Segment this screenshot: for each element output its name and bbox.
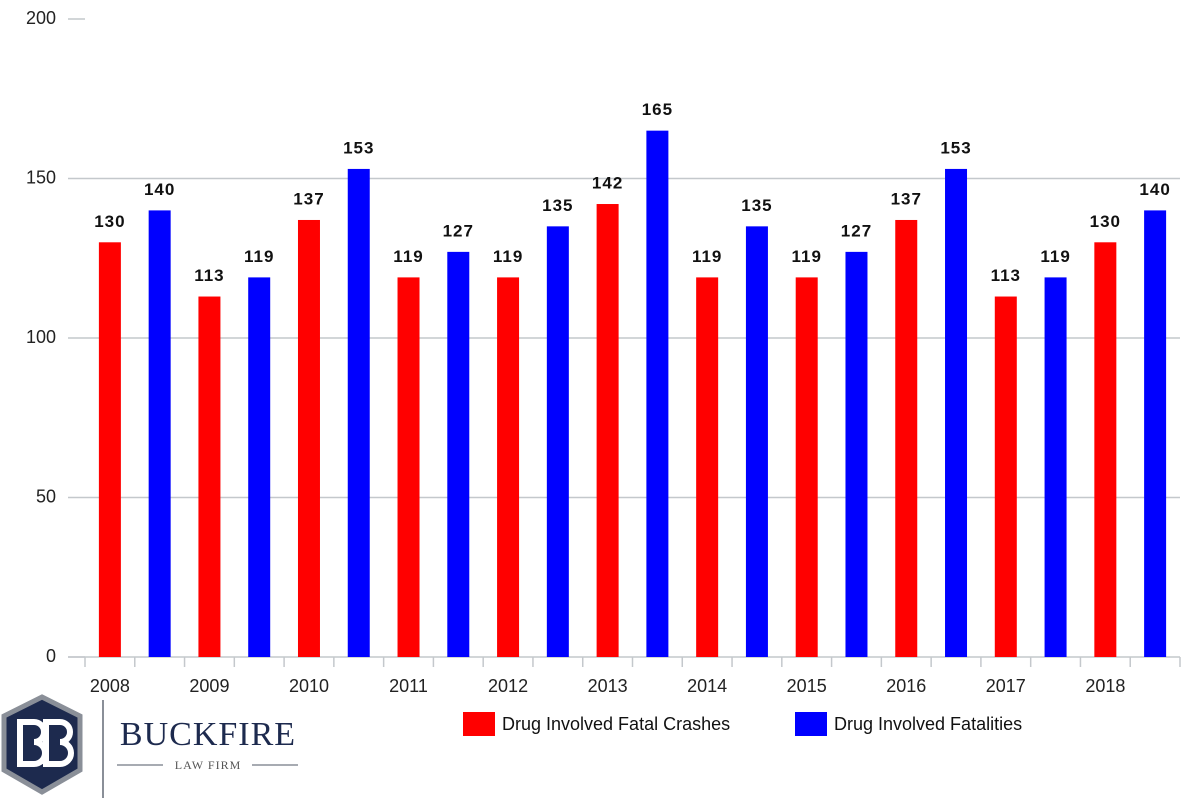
bar — [646, 130, 669, 657]
x-tick-label: 2017 — [986, 676, 1026, 696]
value-label: 137 — [891, 189, 922, 208]
legend-swatch — [463, 712, 495, 736]
bar — [546, 226, 569, 657]
legend-swatch — [795, 712, 827, 736]
bar — [397, 277, 420, 657]
bar — [98, 242, 121, 658]
y-tick-label: 200 — [26, 8, 56, 28]
value-label: 113 — [194, 266, 224, 285]
y-tick-label: 100 — [26, 327, 56, 347]
bar — [696, 277, 719, 657]
value-label: 153 — [343, 138, 374, 157]
y-tick-label: 50 — [36, 486, 56, 506]
bar — [447, 251, 470, 657]
x-tick-label: 2009 — [189, 676, 229, 696]
value-label: 135 — [542, 196, 573, 215]
value-label: 165 — [642, 100, 673, 119]
bar — [945, 168, 968, 657]
bar — [297, 219, 320, 657]
value-label: 142 — [592, 174, 623, 193]
bar — [1144, 210, 1167, 657]
value-label: 119 — [1040, 247, 1070, 266]
value-label: 153 — [940, 138, 971, 157]
legend-label: Drug Involved Fatal Crashes — [502, 714, 730, 734]
x-tick-label: 2018 — [1085, 676, 1125, 696]
bar — [845, 251, 868, 657]
bar — [347, 168, 370, 657]
x-tick-label: 2012 — [488, 676, 528, 696]
bar — [1044, 277, 1067, 657]
x-tick-label: 2015 — [787, 676, 827, 696]
logo-name: BUCKFIRE — [120, 716, 296, 753]
bar — [248, 277, 271, 657]
x-tick-label: 2011 — [389, 676, 428, 696]
value-label: 140 — [144, 180, 175, 199]
value-label: 113 — [991, 266, 1021, 285]
x-tick-label: 2014 — [687, 676, 727, 696]
bar — [895, 219, 918, 657]
logo: BUCKFIRE LAW FIRM — [1, 694, 298, 798]
value-label: 119 — [244, 247, 274, 266]
bar — [1094, 242, 1117, 658]
value-label: 119 — [791, 247, 821, 266]
bar — [994, 296, 1017, 657]
x-tick-label: 2008 — [90, 676, 130, 696]
logo-tagline: LAW FIRM — [175, 758, 242, 772]
x-tick-label: 2016 — [886, 676, 926, 696]
bar — [497, 277, 520, 657]
legend-label: Drug Involved Fatalities — [834, 714, 1022, 734]
bar — [148, 210, 171, 657]
bar — [596, 204, 619, 657]
y-tick-label: 0 — [46, 646, 56, 666]
value-label: 119 — [393, 247, 423, 266]
value-label: 135 — [741, 196, 772, 215]
value-label: 137 — [293, 189, 324, 208]
value-label: 130 — [1090, 212, 1121, 231]
x-tick-label: 2010 — [289, 676, 329, 696]
value-label: 119 — [692, 247, 722, 266]
bar — [198, 296, 221, 657]
bar — [795, 277, 818, 657]
logo-monogram — [17, 719, 74, 767]
value-label: 127 — [443, 221, 474, 240]
x-tick-label: 2013 — [588, 676, 628, 696]
value-label: 140 — [1139, 180, 1170, 199]
bar — [745, 226, 768, 657]
value-label: 119 — [493, 247, 523, 266]
value-label: 127 — [841, 221, 872, 240]
value-label: 130 — [94, 212, 125, 231]
y-tick-label: 150 — [26, 167, 56, 187]
